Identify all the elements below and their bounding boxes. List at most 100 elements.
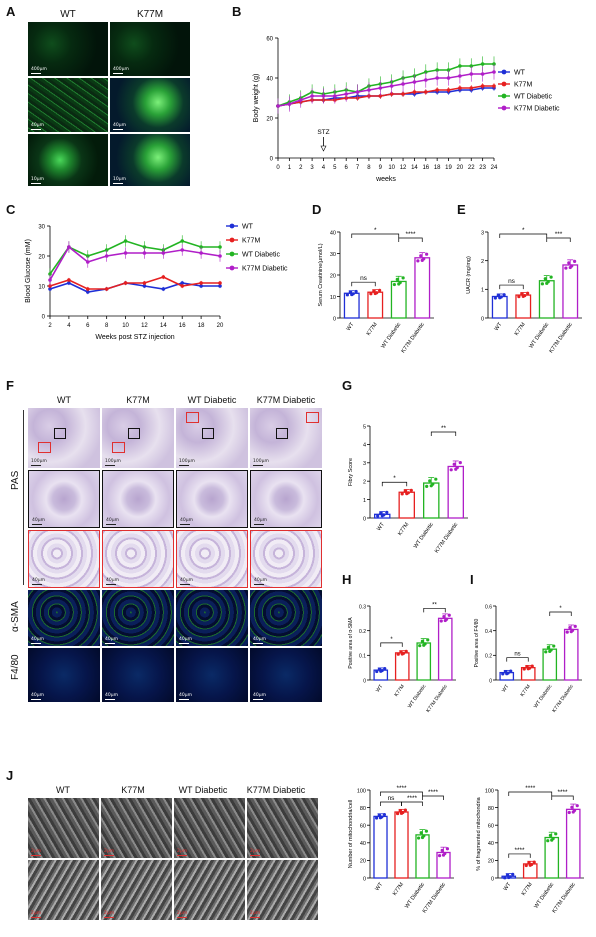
data-point — [67, 281, 71, 285]
data-point — [123, 281, 128, 285]
data-dot — [550, 838, 554, 842]
data-dot — [348, 290, 352, 294]
panel-j-em-grid: 2μm 2μm 2μm 2μm 2μm 2μm 2μm 2μm — [28, 798, 318, 920]
x-tick-label: K77M Diabetic — [425, 683, 449, 713]
data-point — [355, 90, 360, 94]
significance-label: **** — [514, 847, 525, 854]
micrograph-a-wt-high: 10μm — [28, 134, 108, 186]
y-axis-label: Blood Glucose (mM) — [25, 239, 32, 303]
y-tick-label: 3 — [481, 230, 484, 236]
data-dot — [418, 644, 422, 648]
y-tick-label: 5 — [363, 424, 366, 430]
data-dot — [419, 254, 423, 258]
data-dot — [458, 461, 462, 465]
micrograph-f-f480-if-0: 40μm — [28, 648, 100, 702]
x-tick-label: 1 — [288, 165, 292, 171]
data-point — [180, 284, 185, 288]
scalebar-label: 40μm — [180, 518, 193, 523]
chart-h-asma-area: 0 0.1 0.2 0.3 Positive area of α-SMA WT K77M WT… — [348, 602, 456, 714]
y-axis-label: UACR (mg/mg) — [466, 256, 472, 294]
data-point — [180, 281, 185, 285]
bar — [415, 834, 430, 879]
data-point — [276, 104, 280, 108]
significance-label: ns — [514, 652, 520, 658]
micrograph-j-em-0-2: 2μm — [174, 798, 245, 858]
data-dot — [401, 276, 405, 280]
y-tick-label: 2 — [481, 259, 484, 265]
data-dot — [420, 639, 425, 643]
significance-label: **** — [428, 789, 439, 796]
x-tick-label: K77M — [397, 521, 410, 537]
y-axis-label: Positive area of F4/80 — [474, 618, 480, 667]
y-tick-label: 0 — [333, 316, 336, 322]
data-dot — [527, 861, 531, 865]
data-dot — [546, 839, 550, 843]
significance-label: * — [559, 606, 562, 612]
data-point — [142, 281, 147, 285]
data-dot — [385, 510, 389, 514]
data-dot — [350, 292, 354, 297]
data-dot — [452, 462, 456, 466]
data-dot — [543, 277, 547, 281]
data-dot — [548, 833, 553, 838]
stz-annotation: STZ — [317, 129, 329, 136]
x-tick-label: 6 — [345, 165, 349, 171]
data-dot — [416, 836, 421, 840]
micrograph-a-k77m-low: 400μm — [110, 22, 190, 76]
bar — [343, 292, 360, 319]
y-tick-label: 0 — [363, 678, 366, 684]
y-tick-label: 60 — [488, 824, 494, 830]
micrograph-f-asma-if-1: 40μm — [102, 590, 174, 646]
micrograph-f-pas-tubule-2: 40μm — [176, 530, 248, 588]
data-point — [423, 70, 428, 74]
x-tick-label: 12 — [400, 165, 407, 171]
micrograph-f-pas-low-0: 100μm — [28, 408, 100, 468]
panel-label-h: H — [342, 572, 352, 587]
data-dot — [548, 649, 552, 653]
data-point — [48, 284, 52, 288]
x-axis-label: weeks — [375, 176, 396, 183]
scalebar-label: 10μm — [113, 177, 126, 182]
x-tick-label: K77M — [393, 684, 405, 698]
data-dot — [392, 282, 396, 287]
data-dot — [426, 638, 430, 642]
data-point — [458, 74, 462, 78]
panel-label-e: E — [457, 202, 466, 217]
scalebar-label: 2μm — [177, 849, 188, 854]
x-tick-label: 24 — [491, 165, 498, 171]
data-point — [389, 92, 394, 96]
x-tick-label: WT Diabetic — [407, 683, 428, 709]
legend-marker — [229, 251, 235, 257]
data-dot — [403, 808, 408, 812]
legend-marker — [501, 105, 507, 111]
bar — [437, 617, 453, 681]
scalebar-label: 2μm — [31, 911, 42, 916]
y-tick-label: 80 — [360, 806, 366, 812]
data-dot — [354, 289, 358, 294]
data-dot — [428, 479, 432, 483]
data-dot — [369, 292, 373, 296]
significance-label: ns — [388, 795, 396, 802]
bar — [562, 264, 579, 319]
significance-label: * — [522, 227, 525, 234]
x-tick-label: 23 — [479, 165, 486, 171]
data-dot — [374, 816, 379, 820]
scalebar-label: 40μm — [253, 637, 266, 642]
scalebar-label: 40μm — [254, 578, 267, 583]
data-dot — [530, 664, 534, 668]
x-tick-label: K77M — [521, 881, 534, 897]
micrograph-f-f480-if-3: 40μm — [250, 648, 322, 702]
chart-i-f480-area: 0 0.2 0.4 0.6 Positive area of F4/80 WT K77M WT… — [474, 604, 582, 714]
data-dot — [493, 296, 497, 300]
x-tick-label: K77M — [514, 321, 527, 337]
x-tick-label: WT Diabetic — [380, 322, 402, 350]
micrograph-f-asma-if-2: 40μm — [176, 590, 248, 646]
data-dot — [570, 805, 574, 809]
y-tick-label: 10 — [330, 295, 336, 301]
scalebar-label: 40μm — [105, 693, 118, 698]
data-dot — [399, 811, 404, 815]
y-tick-label: 60 — [360, 824, 366, 830]
scalebar-label: 10μm — [31, 177, 44, 182]
